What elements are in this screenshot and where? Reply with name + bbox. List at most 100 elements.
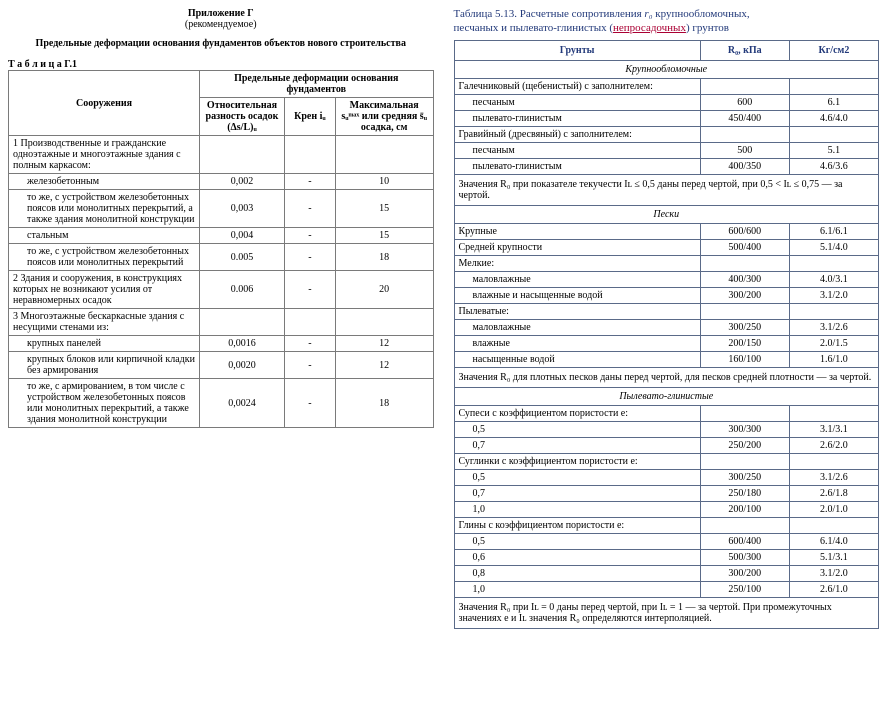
soil-name: 0,5 xyxy=(454,534,700,550)
val-kgcm2: 3.1/3.1 xyxy=(789,422,878,438)
table-row: крупных блоков или кирпичной кладки без … xyxy=(9,352,434,379)
val-kpa xyxy=(700,406,789,422)
soil-name: Мелкие: xyxy=(454,256,700,272)
val-kpa: 300/250 xyxy=(700,470,789,486)
soil-name: влажные и насыщенные водой xyxy=(454,288,700,304)
val-kpa xyxy=(700,518,789,534)
val-kpa xyxy=(700,256,789,272)
table-row: пылевато-глинистым450/4004.6/4.0 xyxy=(454,111,879,127)
val-kgcm2: 1.6/1.0 xyxy=(789,352,878,368)
row-name: 2 Здания и сооружения, в конструкциях ко… xyxy=(9,271,200,309)
table-row: стальным0,004-15 xyxy=(9,228,434,244)
val-kpa: 500 xyxy=(700,143,789,159)
soil-name: Средней крупности xyxy=(454,240,700,256)
right-title: Таблица 5.13. Расчетные сопротивления r₀… xyxy=(454,8,880,20)
rcol1: Грунты xyxy=(454,41,700,61)
table-row: влажные200/1502.0/1.5 xyxy=(454,336,879,352)
val-kpa: 400/350 xyxy=(700,159,789,175)
soil-name: Пылеватые: xyxy=(454,304,700,320)
soil-name: 0,5 xyxy=(454,422,700,438)
table-row: влажные и насыщенные водой300/2003.1/2.0 xyxy=(454,288,879,304)
val-kpa: 300/300 xyxy=(700,422,789,438)
val-kgcm2: 2.6/1.0 xyxy=(789,582,878,598)
val-kpa xyxy=(700,454,789,470)
soil-name: Гравийный (дресвяный) с заполнителем: xyxy=(454,127,700,143)
cell-b: - xyxy=(284,190,335,228)
cell-a xyxy=(200,309,285,336)
table-row: Галечниковый (щебенистый) с заполнителем… xyxy=(454,79,879,95)
val-kgcm2: 6.1/4.0 xyxy=(789,534,878,550)
soil-name: насыщенные водой xyxy=(454,352,700,368)
soil-name: маловлажные xyxy=(454,272,700,288)
row-name: крупных панелей xyxy=(9,336,200,352)
val-kpa xyxy=(700,127,789,143)
table-row: Мелкие: xyxy=(454,256,879,272)
right-table: Грунты R₀, кПа Кг/см2 Крупнообломочные Г… xyxy=(454,40,880,629)
row-name: стальным xyxy=(9,228,200,244)
val-kpa: 300/200 xyxy=(700,566,789,582)
table-row: 0,7250/1802.6/1.8 xyxy=(454,486,879,502)
val-kgcm2 xyxy=(789,127,878,143)
cell-c: 18 xyxy=(335,379,433,428)
val-kgcm2: 2.0/1.0 xyxy=(789,502,878,518)
val-kpa: 300/250 xyxy=(700,320,789,336)
table-row: маловлажные400/3004.0/3.1 xyxy=(454,272,879,288)
col-structures: Сооружения xyxy=(9,71,200,136)
cell-c: 15 xyxy=(335,190,433,228)
left-table-label: Т а б л и ц а Г.1 xyxy=(8,59,434,70)
cell-c: 10 xyxy=(335,174,433,190)
table-row: 2 Здания и сооружения, в конструкциях ко… xyxy=(9,271,434,309)
val-kgcm2 xyxy=(789,79,878,95)
soil-name: 0,7 xyxy=(454,486,700,502)
val-kpa: 500/300 xyxy=(700,550,789,566)
val-kgcm2 xyxy=(789,256,878,272)
val-kpa: 500/400 xyxy=(700,240,789,256)
table-row: 1 Производственные и гражданские одноэта… xyxy=(9,136,434,174)
soil-name: песчаным xyxy=(454,143,700,159)
val-kpa: 600 xyxy=(700,95,789,111)
sec3-head: Пылевато-глинистые xyxy=(454,388,879,406)
cell-b xyxy=(284,309,335,336)
table-row: Пылеватые: xyxy=(454,304,879,320)
row-name: крупных блоков или кирпичной кладки без … xyxy=(9,352,200,379)
left-table: Сооружения Предельные деформации основан… xyxy=(8,70,434,428)
sec1-head: Крупнообломочные xyxy=(454,61,879,79)
table-row: Суглинки с коэффициентом пористости e: xyxy=(454,454,879,470)
col-c: Максимальная sᵤᵐᵃˣ или средняя s̄ᵤ осадк… xyxy=(335,98,433,136)
cell-a: 0.005 xyxy=(200,244,285,271)
val-kgcm2: 2.0/1.5 xyxy=(789,336,878,352)
table-row: 0,5600/4006.1/4.0 xyxy=(454,534,879,550)
val-kgcm2 xyxy=(789,518,878,534)
val-kpa: 450/400 xyxy=(700,111,789,127)
cell-b: - xyxy=(284,271,335,309)
val-kgcm2: 2.6/1.8 xyxy=(789,486,878,502)
table-row: пылевато-глинистым400/3504.6/3.6 xyxy=(454,159,879,175)
table-row: 0,5300/2503.1/2.6 xyxy=(454,470,879,486)
val-kgcm2: 3.1/2.0 xyxy=(789,566,878,582)
cell-c: 12 xyxy=(335,336,433,352)
soil-name: пылевато-глинистым xyxy=(454,111,700,127)
val-kpa: 160/100 xyxy=(700,352,789,368)
table-row: 1,0250/1002.6/1.0 xyxy=(454,582,879,598)
table-row: 0,7250/2002.6/2.0 xyxy=(454,438,879,454)
soil-name: Суглинки с коэффициентом пористости e: xyxy=(454,454,700,470)
cell-c: 15 xyxy=(335,228,433,244)
row-name: то же, с армированием, в том числе с уст… xyxy=(9,379,200,428)
left-column: Приложение Г (рекомендуемое) Предельные … xyxy=(8,8,434,629)
cell-a: 0,0016 xyxy=(200,336,285,352)
table-row: то же, с армированием, в том числе с уст… xyxy=(9,379,434,428)
val-kgcm2: 5.1/4.0 xyxy=(789,240,878,256)
val-kgcm2: 5.1/3.1 xyxy=(789,550,878,566)
table-row: то же, с устройством железобетонных пояс… xyxy=(9,244,434,271)
left-title: Предельные деформации основания фундамен… xyxy=(8,38,434,49)
val-kpa: 600/600 xyxy=(700,224,789,240)
cell-a xyxy=(200,136,285,174)
table-row: Глины с коэффициентом пористости e: xyxy=(454,518,879,534)
val-kgcm2: 6.1/6.1 xyxy=(789,224,878,240)
cell-b: - xyxy=(284,379,335,428)
val-kgcm2: 4.6/3.6 xyxy=(789,159,878,175)
table-row: 0,5300/3003.1/3.1 xyxy=(454,422,879,438)
cell-b: - xyxy=(284,174,335,190)
val-kgcm2: 3.1/2.6 xyxy=(789,320,878,336)
cell-a: 0,003 xyxy=(200,190,285,228)
